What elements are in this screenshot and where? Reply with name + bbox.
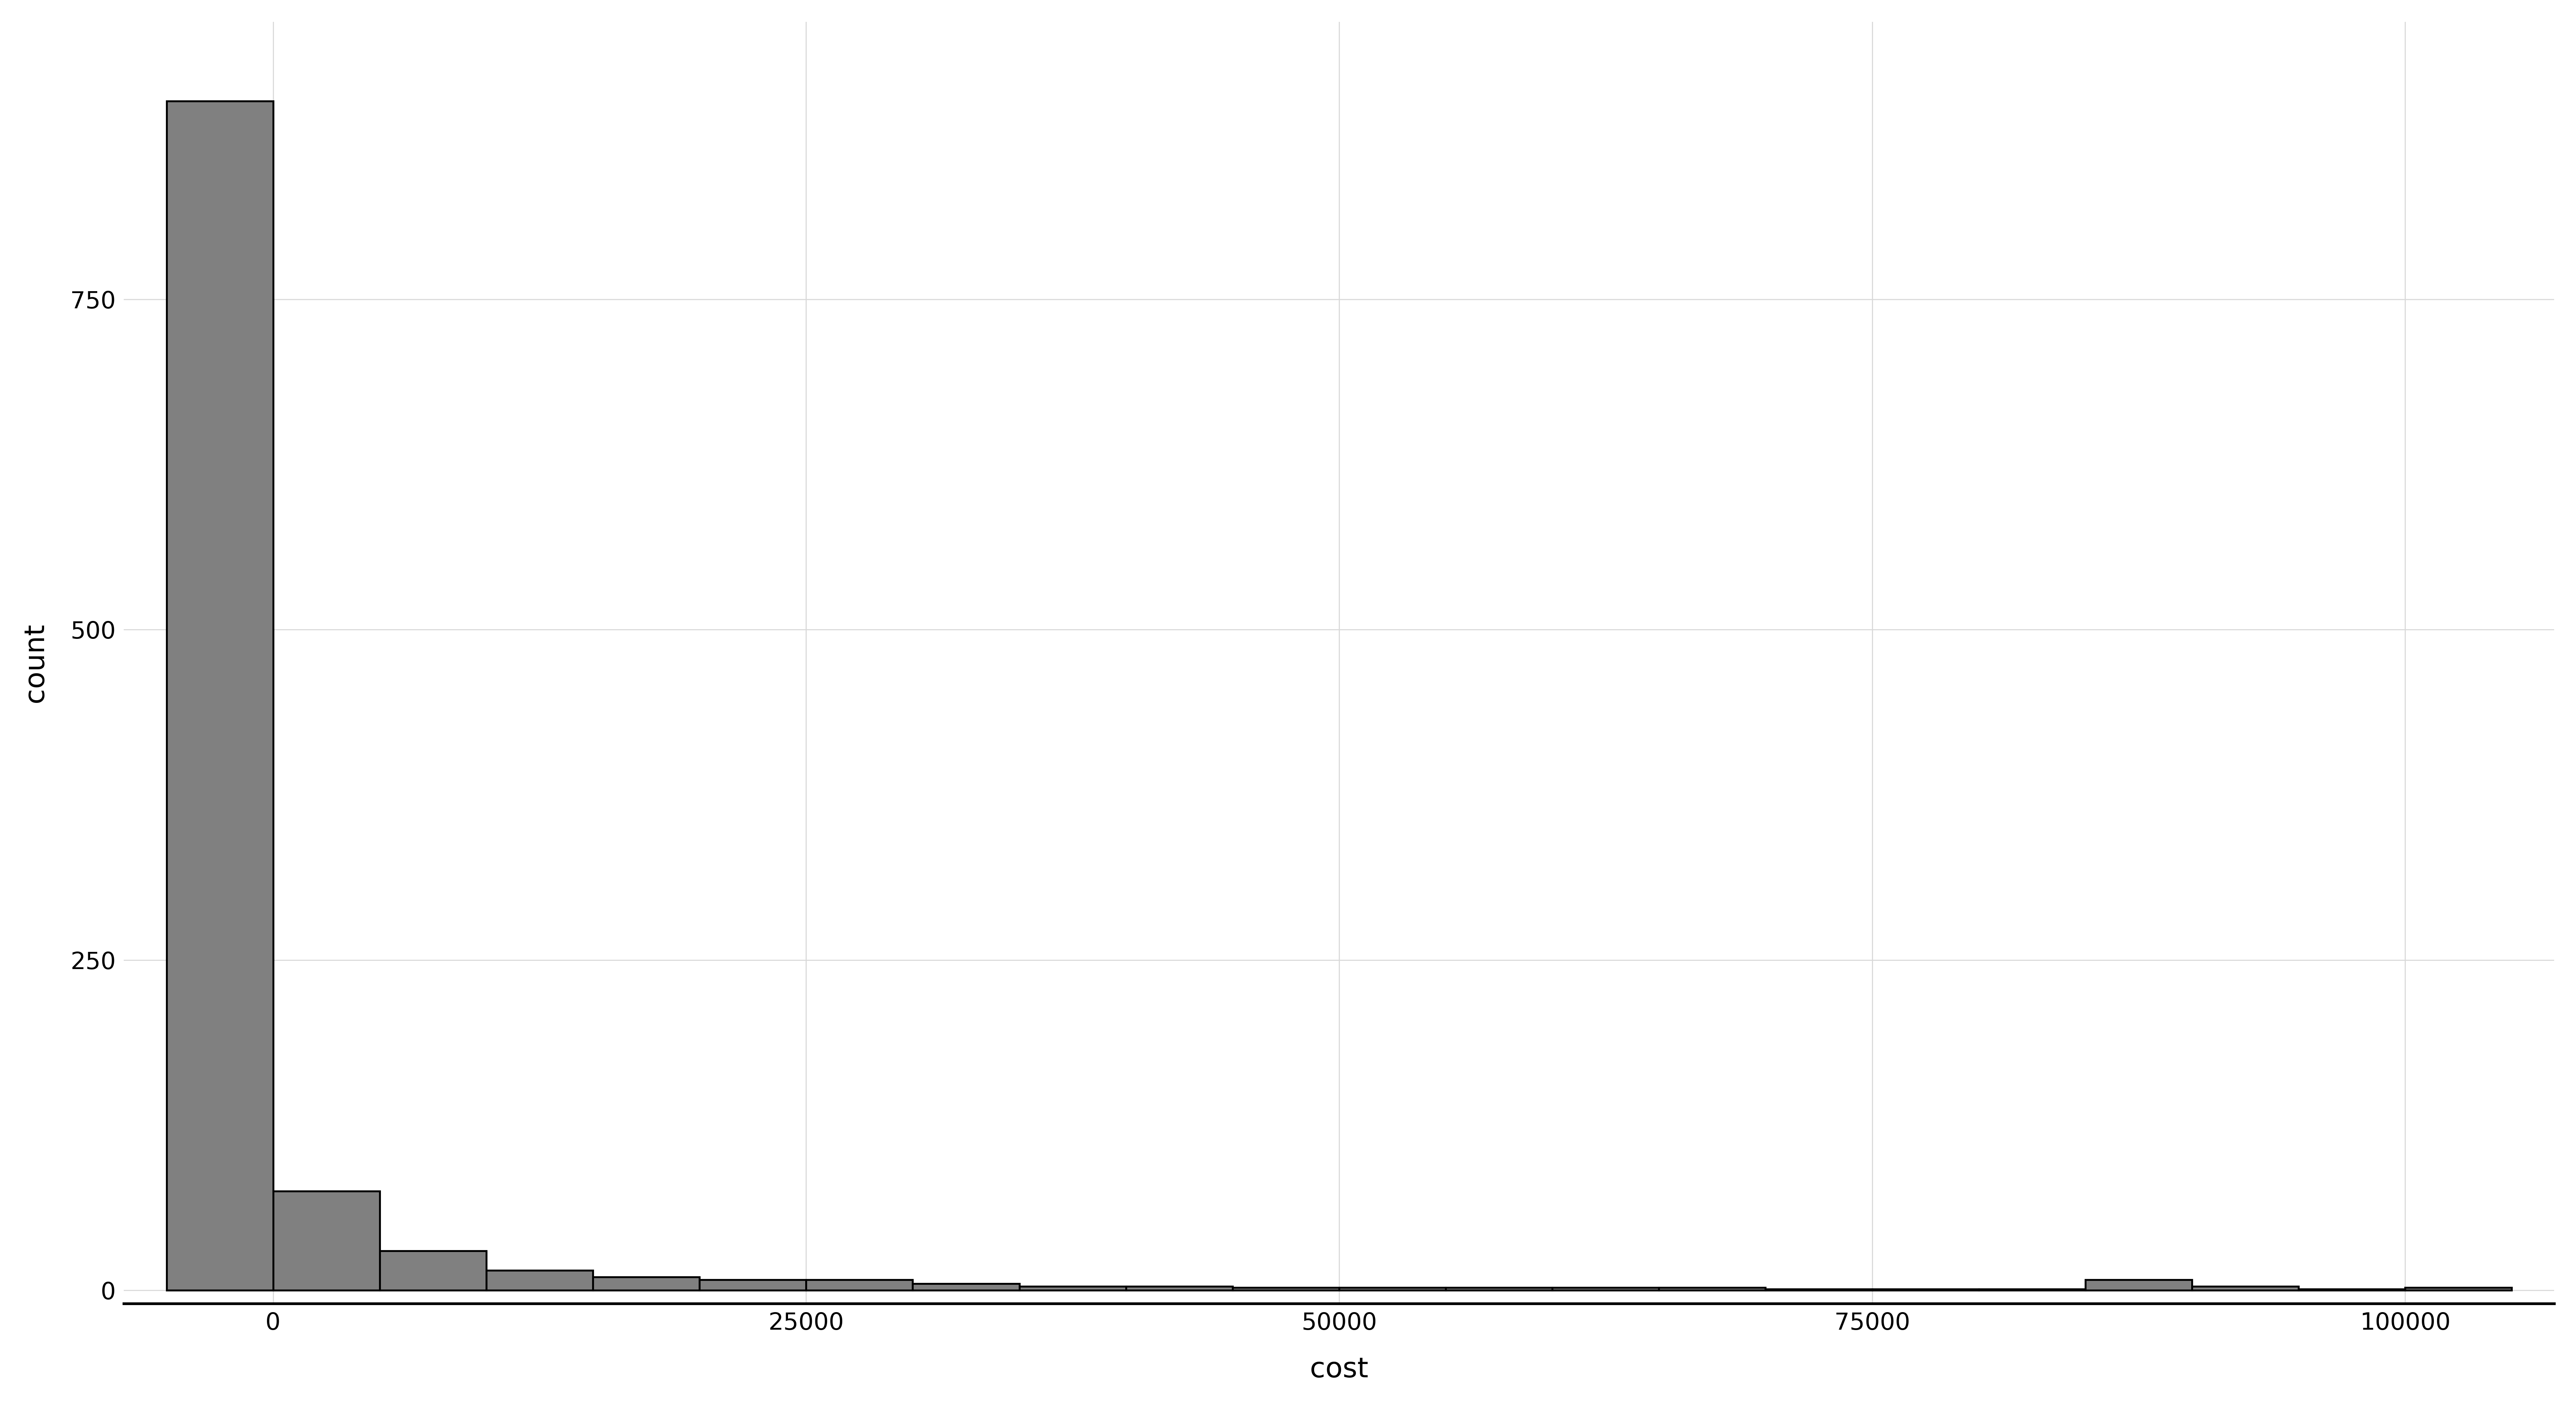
Bar bbox=[1553, 1288, 1659, 1290]
Bar bbox=[1659, 1288, 1765, 1290]
Bar bbox=[1020, 1287, 1126, 1290]
Bar bbox=[2406, 1288, 2512, 1290]
X-axis label: cost: cost bbox=[1309, 1356, 1368, 1384]
Bar bbox=[1231, 1288, 1340, 1290]
Bar bbox=[1340, 1288, 1445, 1290]
Bar bbox=[379, 1250, 487, 1290]
Bar bbox=[1126, 1287, 1231, 1290]
Bar bbox=[273, 1191, 379, 1290]
Bar bbox=[701, 1280, 806, 1290]
Bar bbox=[912, 1284, 1020, 1290]
Y-axis label: count: count bbox=[21, 622, 49, 702]
Bar bbox=[806, 1280, 912, 1290]
Bar bbox=[1445, 1288, 1553, 1290]
Bar bbox=[487, 1270, 592, 1290]
Bar bbox=[592, 1277, 701, 1290]
Bar bbox=[167, 101, 273, 1290]
Bar bbox=[2087, 1280, 2192, 1290]
Bar bbox=[2192, 1287, 2298, 1290]
